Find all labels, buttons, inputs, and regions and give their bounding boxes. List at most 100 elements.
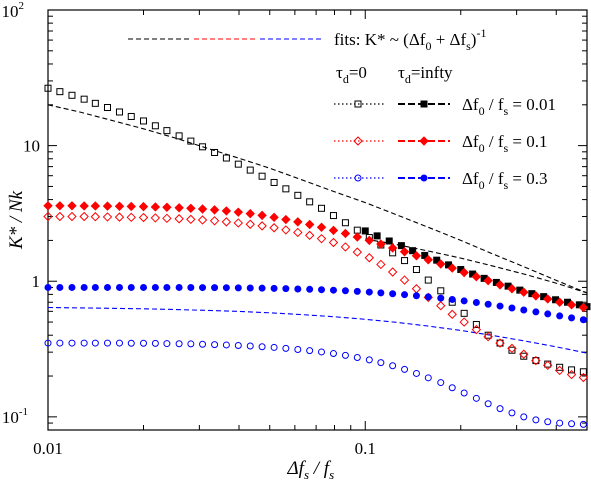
data-point bbox=[543, 360, 553, 371]
legend-label-sub: s bbox=[503, 141, 508, 155]
data-point bbox=[163, 283, 171, 291]
data-point bbox=[91, 99, 99, 107]
data-point bbox=[377, 289, 385, 297]
data-point bbox=[199, 143, 207, 151]
data-point bbox=[67, 211, 77, 222]
data-point bbox=[90, 201, 101, 211]
data-point bbox=[257, 221, 267, 231]
legend-fits-part: fits: K* ~ (Δf bbox=[334, 30, 426, 49]
data-point bbox=[80, 95, 88, 103]
y-tick-label: 102 bbox=[2, 0, 25, 21]
data-point bbox=[364, 253, 375, 263]
data-point bbox=[508, 409, 516, 417]
data-point bbox=[187, 137, 195, 145]
legend-fits-sub: s bbox=[466, 39, 471, 53]
legend-label-sub: 0 bbox=[479, 178, 485, 192]
x-tick-label: 0.1 bbox=[355, 439, 376, 458]
data-point bbox=[174, 214, 184, 224]
data-point bbox=[199, 340, 207, 348]
legend-label-part: = 0.01 bbox=[508, 95, 556, 114]
data-point bbox=[282, 185, 290, 193]
data-point bbox=[138, 212, 149, 223]
legend-fits-part: + Δf bbox=[431, 30, 466, 49]
data-point bbox=[162, 202, 172, 212]
data-point bbox=[138, 201, 149, 212]
data-point bbox=[554, 365, 565, 376]
data-point bbox=[436, 301, 446, 311]
data-point bbox=[306, 285, 314, 293]
data-point bbox=[352, 232, 363, 242]
data-point bbox=[91, 339, 99, 347]
data-point bbox=[318, 348, 326, 356]
data-point bbox=[340, 242, 351, 252]
data-point bbox=[495, 280, 505, 290]
data-point bbox=[245, 219, 255, 229]
data-point bbox=[578, 302, 589, 313]
y-tick-label: 10 bbox=[23, 137, 40, 156]
data-point bbox=[412, 266, 420, 274]
data-point bbox=[519, 287, 529, 297]
y-tick-exponent: -1 bbox=[19, 406, 28, 418]
x-axis-title-part: / f bbox=[309, 458, 332, 479]
data-point bbox=[472, 320, 480, 328]
plot-border bbox=[47, 9, 588, 431]
data-point bbox=[80, 283, 88, 291]
data-point bbox=[90, 212, 101, 222]
data-point bbox=[556, 312, 564, 320]
data-point bbox=[341, 351, 349, 359]
data-point bbox=[258, 172, 266, 180]
data-point bbox=[304, 219, 315, 230]
data-point bbox=[329, 286, 337, 294]
data-point bbox=[399, 275, 410, 285]
series-tau_d=0-0.01 bbox=[44, 84, 587, 376]
legend-entry-label: Δf0 / fs = 0.1 bbox=[462, 132, 548, 155]
data-point bbox=[306, 198, 314, 206]
data-point bbox=[447, 263, 457, 273]
data-point bbox=[103, 339, 111, 347]
legend-label-sub: 0 bbox=[479, 104, 485, 118]
data-point bbox=[519, 349, 529, 359]
data-point bbox=[353, 353, 361, 361]
legend-entry-label: Δf0 / fs = 0.3 bbox=[462, 169, 548, 192]
legend-tau: τ bbox=[336, 63, 343, 82]
data-point bbox=[293, 227, 303, 238]
data-point bbox=[91, 283, 99, 291]
data-point bbox=[420, 174, 428, 182]
legend-tau-sub: d bbox=[343, 72, 349, 86]
data-point bbox=[412, 292, 420, 300]
data-point bbox=[80, 339, 88, 347]
data-point bbox=[411, 251, 422, 261]
data-point bbox=[484, 400, 492, 408]
x-axis-title-part: Δf bbox=[287, 458, 307, 479]
data-point bbox=[472, 394, 480, 402]
legend-label-part: Δf bbox=[462, 132, 479, 151]
data-point bbox=[186, 214, 196, 225]
data-point bbox=[448, 384, 456, 392]
data-point bbox=[55, 211, 65, 222]
fit-line bbox=[47, 306, 588, 354]
data-point bbox=[423, 255, 433, 265]
data-point bbox=[532, 357, 540, 365]
data-point bbox=[354, 100, 362, 108]
data-point bbox=[127, 339, 135, 347]
data-point bbox=[68, 91, 76, 99]
data-point bbox=[44, 84, 52, 92]
data-point bbox=[419, 136, 429, 146]
data-point bbox=[221, 217, 232, 227]
data-point bbox=[520, 352, 528, 360]
data-point bbox=[437, 379, 445, 387]
fit-line bbox=[47, 104, 588, 294]
data-point bbox=[56, 283, 64, 291]
data-point bbox=[483, 331, 493, 342]
data-point bbox=[281, 214, 291, 225]
data-point bbox=[221, 206, 232, 216]
x-tick-label: 0.01 bbox=[33, 439, 63, 458]
data-point bbox=[197, 204, 208, 214]
data-point bbox=[483, 275, 493, 286]
data-point bbox=[151, 283, 159, 291]
y-tick-exponent: 2 bbox=[19, 0, 25, 12]
data-point bbox=[401, 257, 409, 265]
data-point bbox=[437, 287, 445, 295]
